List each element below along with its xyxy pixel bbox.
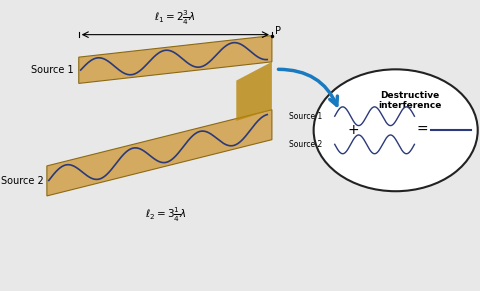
Polygon shape — [236, 62, 271, 121]
Text: =: = — [415, 123, 427, 137]
Text: $\ell_2 = 3\frac{1}{4}\lambda$: $\ell_2 = 3\frac{1}{4}\lambda$ — [145, 205, 186, 224]
Polygon shape — [79, 36, 271, 84]
Polygon shape — [47, 110, 271, 196]
FancyArrowPatch shape — [278, 69, 336, 105]
Text: Source 1: Source 1 — [31, 65, 74, 75]
Text: Source 1: Source 1 — [288, 112, 322, 121]
Text: Source 2: Source 2 — [1, 176, 44, 186]
Text: +: + — [347, 123, 359, 137]
Text: P: P — [274, 26, 280, 36]
Text: $\ell_1 = 2\frac{3}{4}\lambda$: $\ell_1 = 2\frac{3}{4}\lambda$ — [154, 9, 196, 27]
Ellipse shape — [313, 69, 477, 191]
Text: Source 2: Source 2 — [288, 140, 322, 149]
Text: Destructive
interference: Destructive interference — [377, 91, 441, 110]
